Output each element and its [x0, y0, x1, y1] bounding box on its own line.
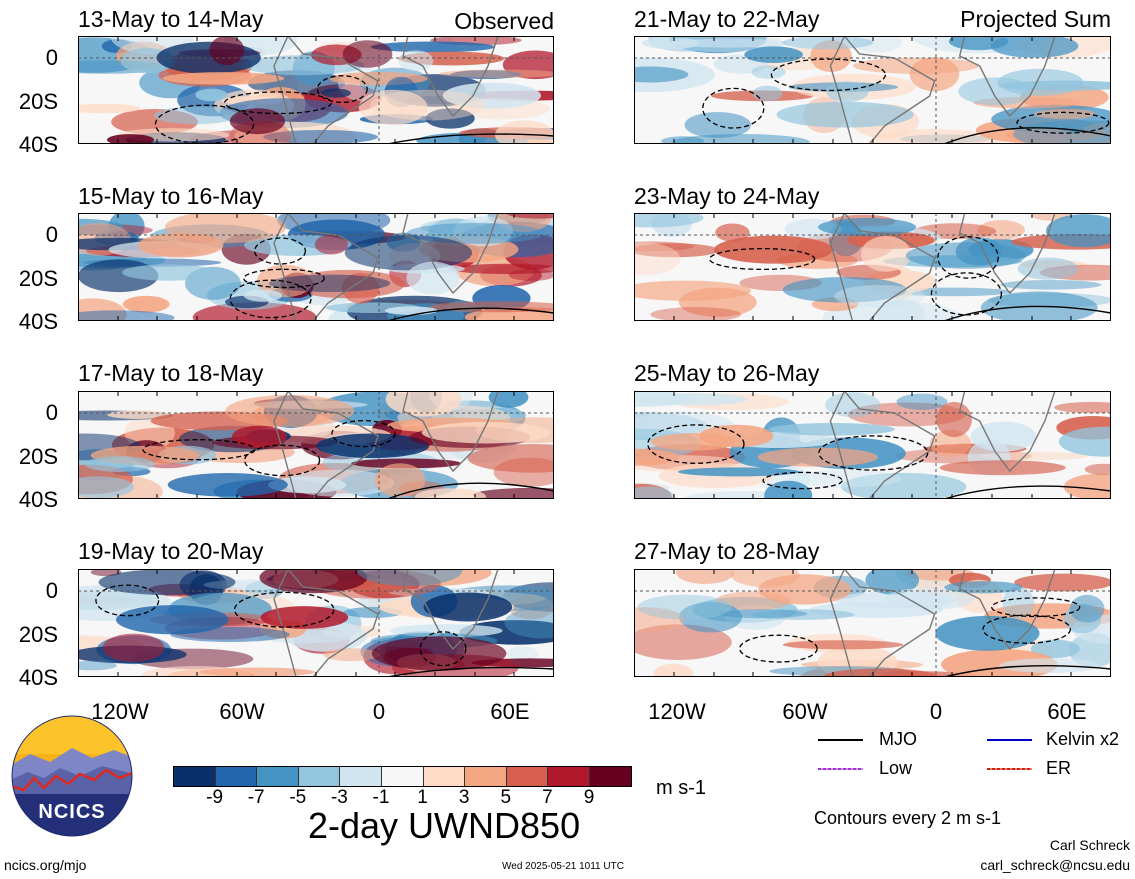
colorbar-swatch — [506, 767, 549, 786]
y-tick-label: 40S — [18, 487, 58, 512]
y-tick-label: 20S — [18, 622, 58, 647]
x-tick-label: 60E — [490, 699, 530, 724]
legend-label: Kelvin x2 — [1046, 729, 1120, 749]
colorbar-swatch — [548, 767, 590, 786]
panel-title: 21-May to 22-May — [634, 6, 820, 32]
colorbar-swatch — [589, 767, 631, 786]
x-tick-label: 0 — [929, 699, 943, 724]
colorbar — [173, 766, 632, 787]
colorbar-swatch — [423, 767, 466, 786]
panel-tag: Projected Sum — [960, 6, 1111, 32]
x-tick-label: 120W — [91, 699, 149, 724]
colorbar-label: 9 — [583, 787, 595, 808]
colorbar-swatch — [381, 767, 424, 786]
colorbar-swatch — [465, 767, 507, 786]
x-tick-label: 0 — [372, 699, 386, 724]
colorbar-swatch — [340, 767, 382, 786]
er-legend-line — [987, 768, 1032, 770]
anomaly-map — [634, 569, 1111, 677]
y-tick-label: 20S — [18, 266, 58, 291]
ncics-logo: NCICS — [11, 715, 133, 837]
y-tick-label: 0 — [45, 578, 58, 603]
contour-interval-note: Contours every 2 m s-1 — [814, 808, 1002, 828]
anomaly-map — [634, 213, 1111, 321]
footer-url: ncics.org/mjo — [4, 857, 87, 873]
colorbar-label: -9 — [206, 787, 224, 808]
colorbar-swatch — [215, 767, 258, 786]
x-tick-label: 60E — [1047, 699, 1087, 724]
y-tick-label: 40S — [18, 132, 58, 157]
x-tick-label: 60W — [782, 699, 828, 724]
y-tick-label: 0 — [45, 222, 58, 247]
panel-title: 17-May to 18-May — [78, 360, 264, 386]
panel-title: 27-May to 28-May — [634, 538, 820, 564]
panel-title: 23-May to 24-May — [634, 183, 820, 209]
panel-tag: Observed — [454, 8, 554, 34]
anomaly-map — [78, 569, 554, 677]
y-tick-label: 0 — [45, 400, 58, 425]
colorbar-units: m s-1 — [656, 777, 706, 799]
colorbar-label: -3 — [330, 787, 348, 808]
y-tick-label: 20S — [18, 444, 58, 469]
legend-label: ER — [1046, 758, 1072, 778]
colorbar-label: 3 — [458, 787, 470, 808]
colorbar-swatch — [298, 767, 341, 786]
panel-title: 15-May to 16-May — [78, 183, 264, 209]
panel-title: 25-May to 26-May — [634, 360, 820, 386]
y-tick-label: 40S — [18, 665, 58, 690]
panel-title: 13-May to 14-May — [78, 6, 264, 32]
colorbar-label: 5 — [500, 787, 512, 808]
legend-label: Low — [879, 758, 913, 778]
panel-title: 19-May to 20-May — [78, 538, 264, 564]
footer-author: Carl Schreck — [1049, 837, 1130, 853]
x-tick-label: 60W — [219, 699, 265, 724]
colorbar-label: -5 — [289, 787, 307, 808]
footer-email: carl_schreck@ncsu.edu — [980, 857, 1130, 873]
colorbar-label: 7 — [542, 787, 553, 808]
y-tick-label: 20S — [18, 89, 58, 114]
y-tick-label: 0 — [45, 45, 58, 70]
colorbar-label: 1 — [417, 787, 428, 808]
kelvin-legend-line — [987, 739, 1032, 741]
anomaly-map — [78, 36, 554, 144]
logo-text: NCICS — [38, 801, 105, 823]
footer-timestamp: Wed 2025-05-21 1011 UTC — [502, 861, 624, 872]
anomaly-map — [634, 391, 1111, 499]
legend-label: MJO — [879, 729, 917, 749]
colorbar-swatch — [257, 767, 299, 786]
anomaly-map — [78, 213, 554, 321]
anomaly-map — [634, 36, 1111, 144]
figure-title: 2-day UWND850 — [308, 805, 581, 846]
y-tick-label: 40S — [18, 309, 58, 334]
x-tick-label: 120W — [648, 699, 706, 724]
mjo-legend-line — [818, 739, 863, 741]
anomaly-map — [78, 391, 554, 499]
low-legend-line — [818, 768, 863, 770]
colorbar-label: -1 — [372, 787, 390, 808]
colorbar-label: -7 — [247, 787, 265, 808]
colorbar-swatch — [174, 767, 216, 786]
